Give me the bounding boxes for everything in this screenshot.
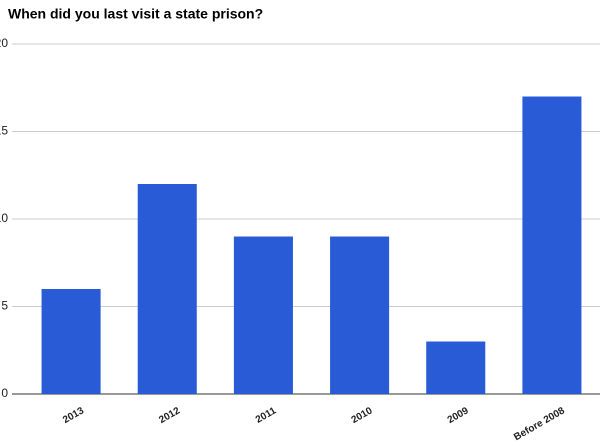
bar <box>137 184 197 394</box>
y-tick-label: 15 <box>0 124 8 138</box>
y-tick-label: 5 <box>1 299 8 313</box>
y-tick-label: 20 <box>0 36 8 50</box>
bar <box>426 341 486 394</box>
y-tick-label: 0 <box>1 386 8 400</box>
x-tick-label: 2012 <box>157 405 182 426</box>
bar <box>233 236 293 394</box>
x-tick-label: 2013 <box>61 405 86 426</box>
x-tick-label: 2011 <box>254 405 279 426</box>
y-tick-label: 10 <box>0 211 8 225</box>
bar <box>330 236 390 394</box>
bar <box>522 96 582 394</box>
x-tick-label: 2009 <box>446 405 471 426</box>
chart-title: When did you last visit a state prison? <box>8 6 263 22</box>
x-tick-label: 2010 <box>350 405 375 426</box>
bar <box>41 289 101 394</box>
x-tick-label: Before 2008 <box>512 405 567 443</box>
